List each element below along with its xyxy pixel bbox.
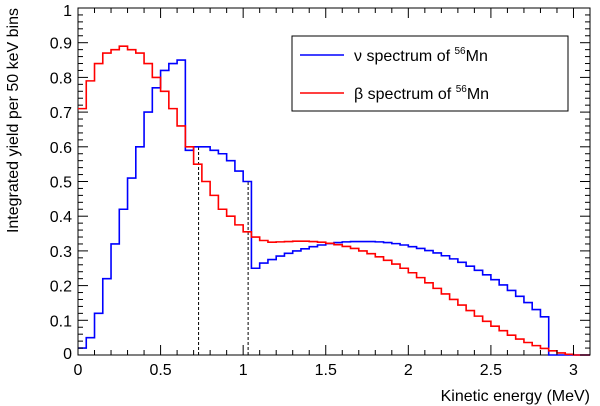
y-axis-ticks: 0 0.1 0.2 0.3 0.4 0.5 0.6 0.7 0.8 0.9 1	[50, 3, 590, 363]
legend-label-beta-sup: 56	[456, 84, 468, 95]
x-tick-label: 1	[239, 362, 248, 379]
y-tick-label: 0.4	[50, 209, 72, 226]
legend-label-beta-prefix: β spectrum of	[354, 86, 456, 103]
x-tick-label: 2	[404, 362, 413, 379]
y-tick-label: 0.1	[50, 313, 72, 330]
series-layer	[78, 45, 590, 356]
x-tick-label: 1.5	[315, 362, 337, 379]
legend-label-beta-suffix: Mn	[467, 86, 489, 103]
legend: ν spectrum of 56Mn β spectrum of 56Mn	[291, 35, 569, 112]
x-tick-label: 0	[74, 362, 83, 379]
x-tick-label: 0.5	[149, 362, 171, 379]
legend-label-nu: ν spectrum of 56Mn	[354, 46, 488, 65]
legend-label-nu-sup: 56	[454, 46, 466, 57]
legend-label-beta: β spectrum of 56Mn	[354, 84, 489, 103]
y-tick-label: 0.9	[50, 36, 72, 53]
series-beta	[78, 45, 590, 356]
y-tick-label: 0.2	[50, 279, 72, 296]
y-tick-label: 0.6	[50, 140, 72, 157]
y-tick-label: 0.8	[50, 70, 72, 87]
y-tick-label: 0	[63, 346, 72, 363]
x-tick-label: 3	[569, 362, 578, 379]
legend-label-nu-suffix: Mn	[466, 48, 488, 65]
x-axis-title: Kinetic energy (MeV)	[441, 388, 590, 405]
y-tick-label: 0.7	[50, 105, 72, 122]
legend-label-nu-prefix: ν spectrum of	[354, 48, 454, 65]
y-tick-label: 0.5	[50, 175, 72, 192]
x-tick-label: 2.5	[480, 362, 502, 379]
y-tick-label: 0.3	[50, 244, 72, 261]
legend-box	[291, 35, 569, 112]
y-axis-title: Integrated yield per 50 keV bins	[5, 8, 22, 233]
x-axis-ticks: 0 0.5 1 1.5 2 2.5 3	[74, 8, 591, 379]
series-line-beta	[78, 45, 590, 356]
y-tick-label: 1	[63, 3, 72, 20]
dashed-markers	[198, 146, 249, 355]
